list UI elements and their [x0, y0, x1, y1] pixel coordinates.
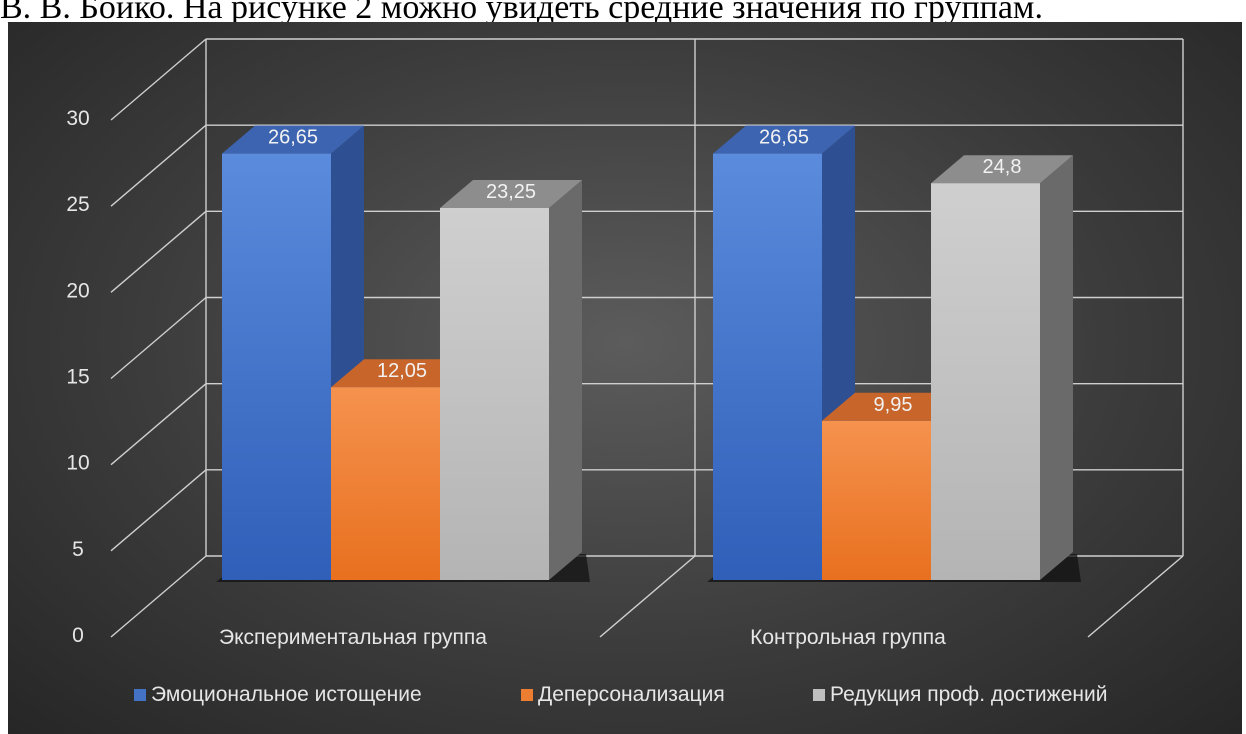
legend-swatch [813, 689, 825, 701]
gridline-side [110, 210, 207, 293]
bar-side-face [1040, 155, 1073, 580]
bar-top-face [822, 392, 964, 421]
gridline-side [110, 296, 207, 380]
data-label: 26,65 [268, 127, 318, 149]
data-label: 12,05 [377, 360, 427, 382]
bar-top-face [331, 359, 473, 388]
y-tick-label: 10 [66, 452, 89, 475]
gridline-side [110, 38, 207, 121]
x-category-label: Экспериментальная группа [219, 626, 487, 649]
floor-line [599, 555, 696, 638]
x-category-label: Контрольная группа [750, 626, 946, 649]
bar-chart: 26,65 12,05 23,25 26,65 9,95 24,8 0 5 10 15 20 25 3… [66, 38, 1184, 706]
bar-top-face [222, 125, 364, 154]
floor-line [1087, 555, 1184, 638]
axis-labels: 0 5 10 15 20 25 30 Экспериментальная группа Конт… [66, 107, 946, 649]
data-label: 23,25 [486, 181, 536, 203]
chart-panel: 26,65 12,05 23,25 26,65 9,95 24,8 0 5 10 15 20 25 3… [8, 22, 1242, 734]
bar [222, 153, 331, 580]
y-tick-label: 20 [66, 279, 89, 302]
data-label: 9,95 [874, 394, 913, 416]
bar-top-face [931, 155, 1073, 184]
y-tick-label: 15 [66, 366, 89, 389]
bar-top-face [440, 180, 582, 208]
legend-label: Деперсонализация [538, 683, 725, 706]
data-labels: 26,65 12,05 23,25 26,65 9,95 24,8 [268, 127, 1022, 416]
legend-swatch [134, 689, 146, 701]
legend: Эмоциональное истощение Деперсонализация Р… [134, 683, 1107, 706]
legend-swatch [521, 689, 533, 701]
legend-label: Эмоциональное истощение [151, 683, 422, 706]
bar [713, 153, 822, 580]
bar-top-face [713, 125, 855, 154]
gridline-side [110, 469, 207, 552]
bar [822, 420, 931, 580]
bar [440, 208, 549, 580]
y-tick-label: 25 [66, 193, 89, 216]
y-tick-label: 0 [72, 624, 84, 647]
gridline-side [110, 124, 207, 207]
gridline-side [110, 383, 207, 466]
document-caption: В. В. Бойко. На рисунке 2 можно увидеть … [0, 0, 1043, 26]
bar [931, 183, 1040, 580]
data-label: 24,8 [983, 156, 1022, 178]
bar-side-face [549, 180, 582, 580]
bar [331, 387, 440, 580]
bars [222, 125, 1073, 580]
gridline-side [110, 555, 207, 638]
y-tick-label: 5 [72, 538, 84, 561]
data-label: 26,65 [759, 127, 809, 149]
y-tick-label: 30 [66, 107, 89, 130]
legend-label: Редукция проф. достижений [830, 683, 1107, 706]
